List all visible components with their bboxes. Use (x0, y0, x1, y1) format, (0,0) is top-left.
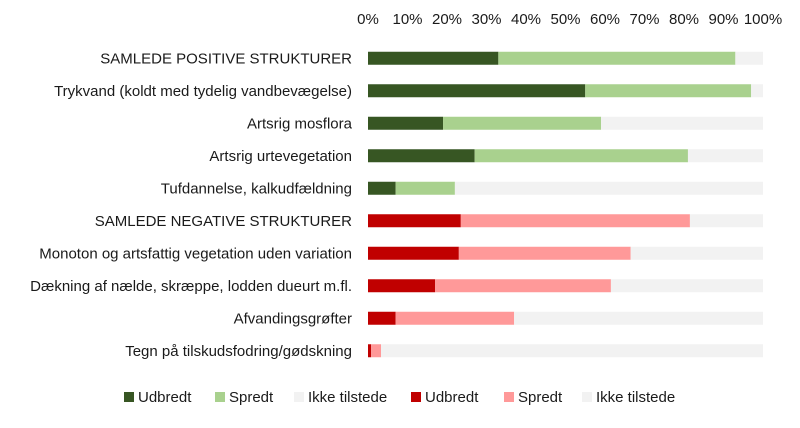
legend-label: Spredt (518, 389, 563, 406)
bar-segment (368, 311, 396, 325)
bar-segment (689, 214, 763, 228)
bar-segment (443, 116, 602, 130)
bar-segment (498, 51, 736, 65)
category-label: SAMLEDE NEGATIVE STRUKTURER (95, 213, 352, 230)
bar-segment (474, 149, 688, 163)
x-tick-label: 40% (511, 11, 541, 28)
category-label: Tufdannelse, kalkudfældning (161, 180, 352, 197)
bar-segment (687, 149, 763, 163)
legend-swatch (124, 392, 134, 402)
bar-segment (458, 246, 631, 260)
category-label: Trykvand (koldt med tydelig vandbevægels… (54, 83, 352, 100)
legend-label: Spredt (229, 389, 274, 406)
bar-segment (435, 279, 611, 293)
x-tick-label: 100% (744, 11, 782, 28)
x-tick-label: 90% (708, 11, 738, 28)
bar-segment (368, 246, 459, 260)
bar-segment (514, 311, 763, 325)
category-labels: SAMLEDE POSITIVE STRUKTURER Trykvand (kol… (30, 50, 352, 360)
bar-segment (368, 84, 586, 98)
bar-segment (395, 311, 515, 325)
bar-segment (585, 84, 752, 98)
legend-label: Udbredt (138, 389, 192, 406)
legend-swatch (582, 392, 592, 402)
category-label: Monoton og artsfattig vegetation uden va… (39, 245, 352, 262)
bar-segment (368, 279, 436, 293)
legend-swatch (294, 392, 304, 402)
bar-segment (454, 181, 763, 195)
bar-segment (601, 116, 763, 130)
x-tick-label: 60% (590, 11, 620, 28)
bar-segment (735, 51, 763, 65)
x-tick-label: 0% (357, 11, 379, 28)
category-label: Afvandingsgrøfter (234, 310, 352, 327)
legend-swatch (411, 392, 421, 402)
legend: Udbredt Spredt Ikke tilstede Udbredt Spredt I… (124, 389, 675, 406)
x-tick-label: 20% (432, 11, 462, 28)
bar-segment (610, 279, 763, 293)
legend-label: Ikke tilstede (308, 389, 387, 406)
bar-segment (368, 344, 372, 358)
category-label: Artsrig urtevegetation (209, 148, 352, 165)
bar-segment (368, 181, 396, 195)
bar-segment (368, 51, 499, 65)
category-label: SAMLEDE POSITIVE STRUKTURER (100, 50, 352, 67)
x-tick-label: 80% (669, 11, 699, 28)
x-tick-label: 50% (550, 11, 580, 28)
category-label: Artsrig mosflora (247, 115, 353, 132)
bar-segment (381, 344, 763, 358)
category-label: Dækning af nælde, skræppe, lodden dueurt… (30, 278, 352, 295)
bar-segment (460, 214, 690, 228)
bar-segment (630, 246, 763, 260)
legend-label: Ikke tilstede (596, 389, 675, 406)
bar-segment (371, 344, 382, 358)
bar-segment (368, 116, 444, 130)
x-tick-label: 10% (392, 11, 422, 28)
bar-segment (751, 84, 763, 98)
category-label: Tegn på tilskudsfodring/gødskning (125, 343, 352, 360)
legend-swatch (504, 392, 514, 402)
bars (368, 51, 763, 358)
x-tick-label: 30% (471, 11, 501, 28)
x-axis-ticks: 0% 10% 20% 30% 40% 50% 60% 70% 80% 90% 100% (357, 11, 782, 28)
legend-label: Udbredt (425, 389, 479, 406)
legend-swatch (215, 392, 225, 402)
bar-segment (368, 214, 461, 228)
x-tick-label: 70% (629, 11, 659, 28)
bar-segment (368, 149, 475, 163)
bar-segment (395, 181, 455, 195)
